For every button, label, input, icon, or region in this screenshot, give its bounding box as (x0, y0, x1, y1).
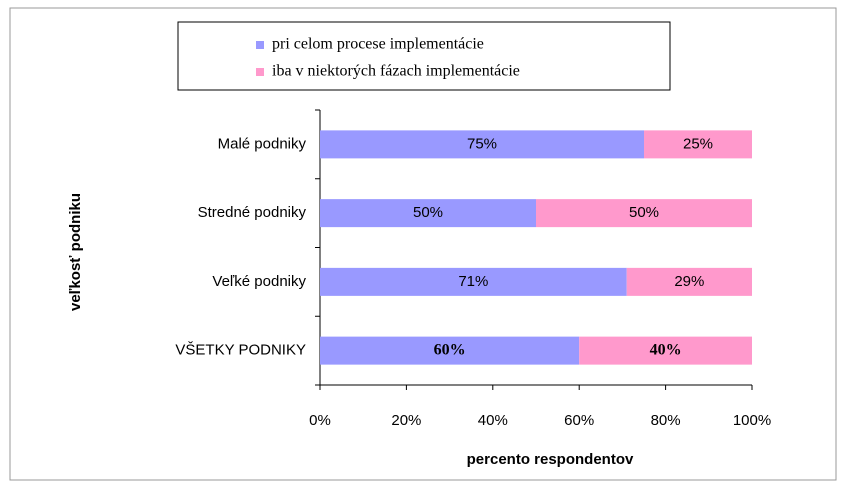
x-tick-label: 100% (733, 412, 771, 429)
bar-segment (320, 336, 580, 365)
x-axis-title: percento respondentov (467, 451, 634, 468)
x-tick-label: 60% (564, 412, 594, 429)
data-label: 29% (674, 273, 704, 290)
bar-segment (320, 267, 627, 296)
y-axis-title: veľkosť podniku (67, 193, 84, 311)
bar-segment (320, 130, 644, 159)
data-label: 50% (413, 204, 443, 221)
bar-segment (626, 267, 752, 296)
x-tick-label: 20% (391, 412, 421, 429)
bar-segment (579, 336, 752, 365)
data-label: 71% (458, 273, 488, 290)
legend-swatch (256, 68, 264, 76)
y-tick-label: Stredné podniky (198, 204, 307, 221)
legend-label: pri celom procese implementácie (272, 36, 484, 53)
legend-box (177, 21, 671, 91)
x-tick-label: 80% (651, 412, 681, 429)
data-label: 60% (434, 341, 466, 358)
y-tick-label: VŠETKY PODNIKY (175, 342, 306, 359)
x-tick-label: 40% (478, 412, 508, 429)
y-tick-label: Veľké podniky (212, 273, 306, 290)
y-tick-label: Malé podniky (218, 135, 307, 152)
data-label: 40% (650, 341, 682, 358)
x-tick-label: 0% (309, 412, 331, 429)
bar-segment (320, 199, 536, 228)
data-label: 50% (629, 204, 659, 221)
bar-segment (536, 199, 752, 228)
legend-label: iba v niektorých fázach implementácie (272, 63, 520, 80)
data-label: 75% (467, 135, 497, 152)
data-label: 25% (683, 135, 713, 152)
bar-segment (644, 130, 752, 159)
legend-swatch (256, 41, 264, 49)
